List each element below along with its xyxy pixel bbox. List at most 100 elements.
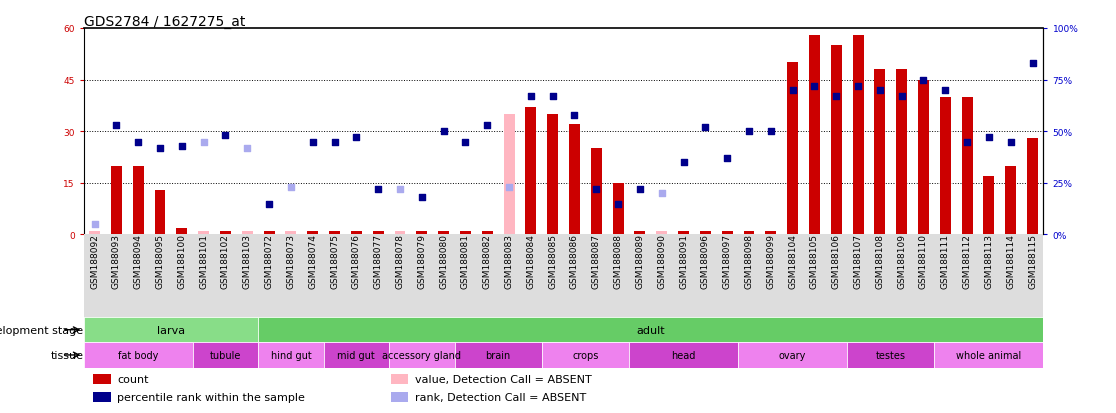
Bar	[199, 231, 209, 235]
Point	[1023, 61, 1041, 67]
Bar	[482, 231, 492, 235]
Point	[936, 88, 954, 94]
Bar	[613, 183, 624, 235]
Bar	[395, 231, 405, 235]
Point	[413, 195, 431, 201]
Text: tissue: tissue	[50, 350, 84, 360]
Bar	[89, 231, 100, 235]
Point	[566, 112, 584, 119]
Bar	[541, 342, 629, 368]
Bar	[193, 342, 258, 368]
Point	[107, 122, 125, 129]
Bar	[84, 317, 258, 342]
Point	[980, 135, 998, 141]
Bar	[830, 46, 841, 235]
Bar	[94, 392, 110, 402]
Point	[522, 94, 540, 100]
Bar	[258, 317, 1043, 342]
Text: brain: brain	[485, 350, 511, 360]
Text: testes: testes	[876, 350, 906, 360]
Point	[719, 155, 737, 162]
Bar	[875, 70, 885, 235]
Bar	[350, 231, 362, 235]
Point	[870, 88, 888, 94]
Text: whole animal: whole animal	[956, 350, 1021, 360]
Bar	[373, 231, 384, 235]
Bar	[629, 342, 738, 368]
Point	[1002, 139, 1020, 145]
Text: fat body: fat body	[118, 350, 158, 360]
Bar	[700, 231, 711, 235]
Text: ovary: ovary	[779, 350, 806, 360]
Text: head: head	[672, 350, 695, 360]
Bar	[853, 36, 864, 235]
Bar	[934, 342, 1043, 368]
Point	[783, 88, 801, 94]
Bar	[94, 374, 110, 384]
Bar	[454, 342, 541, 368]
Point	[827, 94, 845, 100]
Text: accessory gland: accessory gland	[383, 350, 461, 360]
Bar	[1006, 166, 1017, 235]
Bar	[896, 70, 907, 235]
Bar	[787, 63, 798, 235]
Point	[304, 139, 321, 145]
Text: percentile rank within the sample: percentile rank within the sample	[117, 392, 305, 402]
Point	[740, 128, 758, 135]
Bar	[940, 97, 951, 235]
Bar	[847, 342, 934, 368]
Point	[631, 186, 648, 193]
Text: value, Detection Call = ABSENT: value, Detection Call = ABSENT	[415, 374, 591, 384]
Point	[129, 139, 147, 145]
Point	[282, 184, 300, 191]
Point	[195, 139, 213, 145]
Text: tubule: tubule	[210, 350, 241, 360]
Point	[347, 135, 365, 141]
Bar	[176, 228, 187, 235]
Bar	[391, 374, 408, 384]
Point	[151, 145, 169, 152]
Bar	[738, 342, 847, 368]
Point	[435, 128, 453, 135]
Bar	[983, 176, 994, 235]
Bar	[547, 115, 558, 235]
Bar	[635, 231, 645, 235]
Text: crops: crops	[573, 350, 598, 360]
Bar	[155, 190, 165, 235]
Bar	[133, 166, 144, 235]
Bar	[391, 392, 408, 402]
Point	[326, 139, 344, 145]
Point	[609, 201, 627, 207]
Bar	[526, 108, 537, 235]
Bar	[286, 231, 297, 235]
Bar	[84, 342, 193, 368]
Text: hind gut: hind gut	[270, 350, 311, 360]
Point	[260, 201, 278, 207]
Point	[173, 143, 191, 150]
Point	[959, 139, 976, 145]
Bar	[460, 231, 471, 235]
Point	[391, 186, 408, 193]
Bar	[656, 231, 667, 235]
Bar	[503, 115, 514, 235]
Bar	[242, 231, 252, 235]
Text: count: count	[117, 374, 148, 384]
Point	[86, 221, 104, 228]
Bar	[263, 231, 275, 235]
Point	[806, 83, 824, 90]
Bar	[307, 231, 318, 235]
Point	[217, 133, 234, 139]
Point	[653, 190, 671, 197]
Bar	[439, 231, 449, 235]
Bar	[416, 231, 427, 235]
Point	[587, 186, 605, 193]
Bar	[743, 231, 754, 235]
Bar	[766, 231, 777, 235]
Point	[674, 159, 692, 166]
Bar	[324, 342, 389, 368]
Bar	[1027, 139, 1038, 235]
Bar	[569, 125, 580, 235]
Point	[893, 94, 911, 100]
Text: development stage: development stage	[0, 325, 84, 335]
Text: adult: adult	[636, 325, 665, 335]
